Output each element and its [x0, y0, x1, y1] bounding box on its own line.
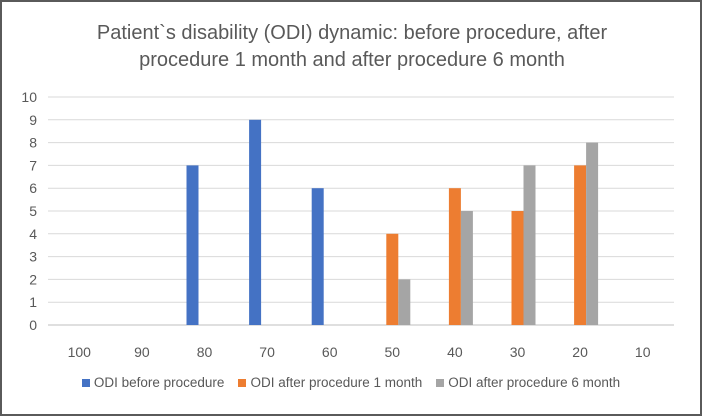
- x-tick-label: 30: [510, 344, 526, 360]
- x-tick-label: 100: [68, 344, 92, 360]
- bar-odi-after-procedure-6-month-20: [586, 142, 599, 325]
- legend-swatch: [81, 378, 90, 387]
- chart-title-line-2: procedure 1 month and after procedure 6 …: [139, 49, 565, 71]
- legend-label: ODI before procedure: [93, 375, 225, 390]
- legend-label: ODI after procedure 1 month: [250, 375, 423, 390]
- bar-odi-after-procedure-6-month-50: [398, 279, 411, 325]
- bar-odi-before-procedure-60: [311, 188, 324, 325]
- y-tick-label: 5: [29, 203, 37, 219]
- chart-legend: ODI before procedure ODI after procedure …: [2, 375, 700, 390]
- bar-odi-before-procedure-70: [249, 119, 262, 325]
- x-tick-label: 20: [572, 344, 588, 360]
- x-tick-label: 80: [197, 344, 213, 360]
- y-tick-label: 9: [29, 112, 37, 128]
- chart-title-line-1: Patient`s disability (ODI) dynamic: befo…: [96, 22, 608, 44]
- x-tick-label: 10: [635, 344, 651, 360]
- legend-label: ODI after procedure 6 month: [448, 375, 621, 390]
- legend-swatch: [436, 378, 445, 387]
- bar-odi-after-procedure-1-month-40: [448, 188, 461, 325]
- y-tick-label: 2: [29, 271, 37, 287]
- chart-title: Patient`s disability (ODI) dynamic: befo…: [32, 20, 672, 74]
- bar-odi-before-procedure-80: [186, 165, 199, 325]
- x-tick-label: 70: [259, 344, 275, 360]
- y-tick-label: 7: [29, 157, 37, 173]
- y-tick-label: 0: [29, 317, 37, 333]
- bar-odi-after-procedure-1-month-20: [574, 165, 587, 325]
- y-tick-label: 4: [29, 226, 37, 242]
- bar-odi-after-procedure-1-month-30: [511, 211, 524, 325]
- y-tick-label: 3: [29, 249, 37, 265]
- y-tick-label: 6: [29, 180, 37, 196]
- legend-item: ODI before procedure: [81, 375, 225, 390]
- x-tick-label: 90: [134, 344, 150, 360]
- bar-odi-after-procedure-6-month-30: [523, 165, 536, 325]
- x-tick-label: 40: [447, 344, 463, 360]
- bar-odi-after-procedure-6-month-40: [460, 211, 473, 325]
- x-tick-label: 50: [385, 344, 401, 360]
- legend-item: ODI after procedure 1 month: [238, 375, 422, 390]
- y-tick-label: 10: [21, 89, 37, 105]
- y-tick-label: 8: [29, 135, 37, 151]
- x-tick-label: 60: [322, 344, 338, 360]
- legend-item: ODI after procedure 6 month: [436, 375, 620, 390]
- legend-swatch: [238, 378, 247, 387]
- y-tick-label: 1: [29, 294, 37, 310]
- bar-odi-after-procedure-1-month-50: [386, 233, 399, 325]
